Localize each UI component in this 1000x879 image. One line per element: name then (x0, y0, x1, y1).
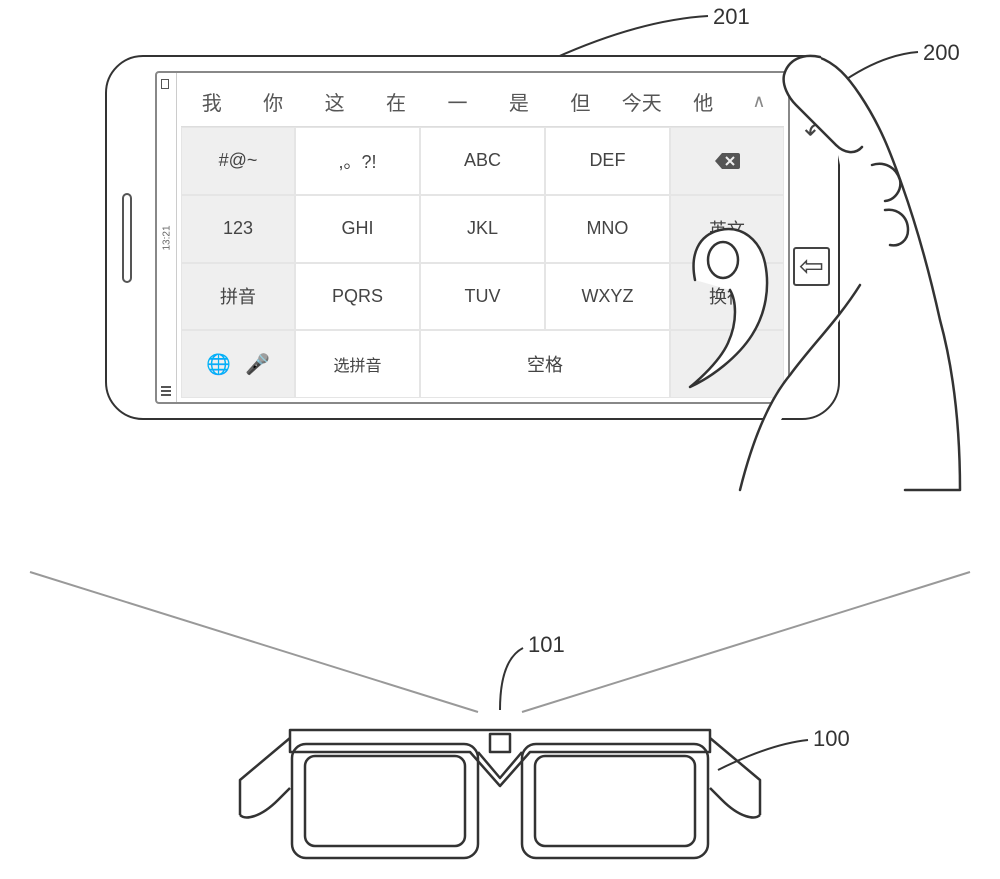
phone-speaker (122, 193, 132, 283)
battery-icon (161, 79, 169, 89)
suggestion[interactable]: 你 (242, 87, 303, 116)
key-pqrs[interactable]: PQRS (295, 263, 420, 331)
key-tuv[interactable]: TUV (420, 263, 545, 331)
status-bar: 13:21 (157, 73, 177, 402)
key-123[interactable]: 123 (181, 195, 295, 263)
key-select-pinyin[interactable]: 选拼音 (295, 330, 420, 398)
key-ghi[interactable]: GHI (295, 195, 420, 263)
key-jkl[interactable]: JKL (420, 195, 545, 263)
key-symbols[interactable]: #@~ (181, 127, 295, 195)
suggestion[interactable]: 在 (365, 87, 426, 116)
key-globe-mic[interactable]: 🌐 🎤 (181, 330, 295, 398)
suggestion[interactable]: 我 (181, 87, 242, 116)
signal-icon (161, 394, 171, 396)
ref-label-100: 100 (813, 726, 850, 752)
key-abc[interactable]: ABC (420, 127, 545, 195)
patent-figure: 201 200 101 100 13:21 我 你 这 在 一 (0, 0, 1000, 879)
suggestion[interactable]: 一 (427, 87, 488, 116)
ar-glasses (230, 640, 770, 860)
status-time: 13:21 (161, 225, 172, 250)
key-punct[interactable]: ,。?! (295, 127, 420, 195)
globe-icon: 🌐 (206, 352, 231, 377)
suggestion[interactable]: 这 (304, 87, 365, 116)
mic-icon: 🎤 (245, 352, 270, 377)
ref-label-201: 201 (713, 4, 750, 30)
hand-illustration (540, 35, 990, 495)
key-pinyin-mode[interactable]: 拼音 (181, 263, 295, 331)
